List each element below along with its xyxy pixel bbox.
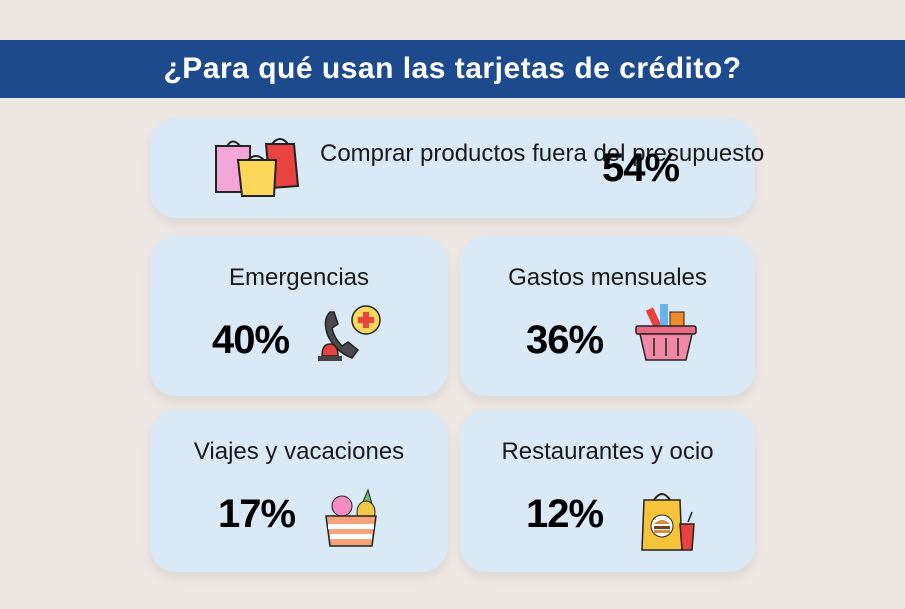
travel-value: 17% (218, 492, 296, 536)
card-emergencies: Emergencias 40% (150, 236, 448, 396)
card-shopping: Comprar productos fuera del presupuesto … (150, 118, 765, 218)
monthly-value: 36% (526, 318, 604, 362)
card-restaurants: Restaurantes y ocio 12% (460, 410, 755, 572)
shopping-basket-icon (635, 304, 697, 361)
header-banner: ¿Para qué usan las tarjetas de crédito? (0, 40, 905, 98)
emergencies-label: Emergencias (228, 264, 370, 291)
shopping-label: Comprar productos fuera del presupuesto (320, 140, 765, 167)
card-travel: Viajes y vacaciones 17% (150, 410, 448, 572)
emergency-phone-icon (318, 305, 381, 361)
beach-bag-icon (325, 488, 377, 547)
shopping-bags-icon (215, 138, 300, 197)
shopping-value: 54% (602, 146, 680, 190)
monthly-label: Gastos mensuales (508, 264, 707, 291)
emergencies-value: 40% (212, 318, 290, 362)
restaurants-value: 12% (526, 492, 604, 536)
travel-label: Viajes y vacaciones (193, 438, 405, 465)
restaurants-label: Restaurantes y ocio (501, 438, 714, 465)
card-monthly-expenses: Gastos mensuales 36% (460, 236, 755, 396)
takeaway-bag-icon (641, 493, 695, 551)
page-title: ¿Para qué usan las tarjetas de crédito? (163, 52, 742, 85)
